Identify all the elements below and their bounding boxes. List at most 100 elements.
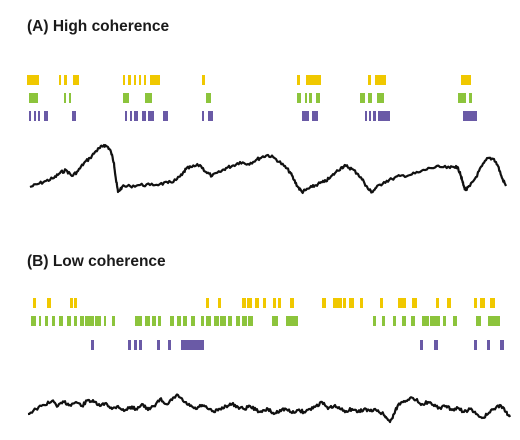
spike-purple bbox=[168, 340, 171, 350]
spike-green bbox=[80, 316, 84, 326]
spike-purple bbox=[125, 111, 127, 121]
spike-purple bbox=[500, 340, 504, 350]
spike-rows-low bbox=[31, 298, 504, 350]
spike-yellow bbox=[480, 298, 485, 308]
spike-green bbox=[430, 316, 440, 326]
spike-green bbox=[191, 316, 195, 326]
spike-green bbox=[242, 316, 247, 326]
spike-green bbox=[443, 316, 446, 326]
spike-yellow bbox=[202, 75, 205, 85]
spike-green bbox=[453, 316, 457, 326]
spike-green bbox=[170, 316, 174, 326]
spike-green bbox=[152, 316, 156, 326]
spike-green bbox=[177, 316, 181, 326]
spike-yellow bbox=[242, 298, 246, 308]
spike-yellow bbox=[322, 298, 326, 308]
spike-yellow bbox=[474, 298, 477, 308]
spike-yellow bbox=[278, 298, 281, 308]
spike-yellow bbox=[139, 75, 141, 85]
spike-yellow bbox=[273, 298, 276, 308]
spike-purple bbox=[134, 111, 138, 121]
spike-yellow bbox=[134, 75, 136, 85]
spike-purple bbox=[128, 340, 131, 350]
spike-purple bbox=[44, 111, 48, 121]
spike-green bbox=[393, 316, 396, 326]
spike-green bbox=[85, 316, 94, 326]
spike-purple bbox=[369, 111, 371, 121]
spike-green bbox=[316, 93, 320, 103]
spike-purple bbox=[139, 340, 142, 350]
spike-green bbox=[488, 316, 500, 326]
spike-yellow bbox=[333, 298, 342, 308]
spike-yellow bbox=[128, 75, 131, 85]
spike-green bbox=[206, 316, 211, 326]
spike-green bbox=[373, 316, 376, 326]
spike-yellow bbox=[447, 298, 451, 308]
spike-green bbox=[382, 316, 385, 326]
spike-purple bbox=[434, 340, 438, 350]
spike-yellow bbox=[263, 298, 266, 308]
spike-green bbox=[52, 316, 55, 326]
spike-green bbox=[64, 93, 66, 103]
spike-green bbox=[476, 316, 481, 326]
spike-purple bbox=[72, 111, 76, 121]
spike-purple bbox=[474, 340, 477, 350]
spike-green bbox=[145, 93, 152, 103]
spike-yellow bbox=[436, 298, 439, 308]
spike-yellow bbox=[368, 75, 371, 85]
spike-yellow bbox=[218, 298, 221, 308]
spike-green bbox=[31, 316, 36, 326]
spike-yellow bbox=[70, 298, 73, 308]
spike-yellow bbox=[150, 75, 160, 85]
spike-yellow bbox=[360, 298, 363, 308]
spike-green bbox=[297, 93, 301, 103]
spike-green bbox=[67, 316, 71, 326]
panel-a-title: (A) High coherence bbox=[27, 18, 169, 35]
spike-green bbox=[272, 316, 278, 326]
spike-yellow bbox=[74, 298, 77, 308]
spike-yellow bbox=[64, 75, 67, 85]
spike-green bbox=[360, 93, 365, 103]
spike-green bbox=[201, 316, 204, 326]
spike-yellow bbox=[349, 298, 354, 308]
spike-yellow bbox=[412, 298, 417, 308]
spike-green bbox=[214, 316, 219, 326]
spike-yellow bbox=[380, 298, 383, 308]
spike-yellow bbox=[461, 75, 471, 85]
spike-green bbox=[206, 93, 211, 103]
spike-purple bbox=[378, 111, 390, 121]
spike-purple bbox=[420, 340, 423, 350]
spike-purple bbox=[142, 111, 146, 121]
spike-yellow bbox=[297, 75, 300, 85]
spike-green bbox=[458, 93, 466, 103]
spike-green bbox=[248, 316, 253, 326]
spike-purple bbox=[34, 111, 36, 121]
spike-green bbox=[123, 93, 129, 103]
spike-purple bbox=[148, 111, 154, 121]
spike-yellow bbox=[47, 298, 51, 308]
spike-green bbox=[45, 316, 48, 326]
trace-low bbox=[27, 393, 512, 424]
spike-purple bbox=[208, 111, 213, 121]
spike-purple bbox=[91, 340, 94, 350]
spike-purple bbox=[463, 111, 477, 121]
spike-yellow bbox=[490, 298, 495, 308]
spike-purple bbox=[365, 111, 367, 121]
spike-green bbox=[402, 316, 406, 326]
spike-green bbox=[368, 93, 372, 103]
spike-green bbox=[183, 316, 187, 326]
spike-yellow bbox=[306, 75, 321, 85]
spike-yellow bbox=[73, 75, 79, 85]
spike-green bbox=[286, 316, 298, 326]
spike-purple bbox=[302, 111, 309, 121]
panel-high-coherence: (A) High coherence bbox=[27, 18, 508, 194]
spike-green bbox=[112, 316, 115, 326]
spike-green bbox=[220, 316, 226, 326]
panel-b-title: (B) Low coherence bbox=[27, 253, 166, 270]
spike-purple bbox=[130, 111, 132, 121]
spike-purple bbox=[163, 111, 168, 121]
spike-green bbox=[29, 93, 38, 103]
spike-yellow bbox=[59, 75, 61, 85]
spike-purple bbox=[134, 340, 137, 350]
